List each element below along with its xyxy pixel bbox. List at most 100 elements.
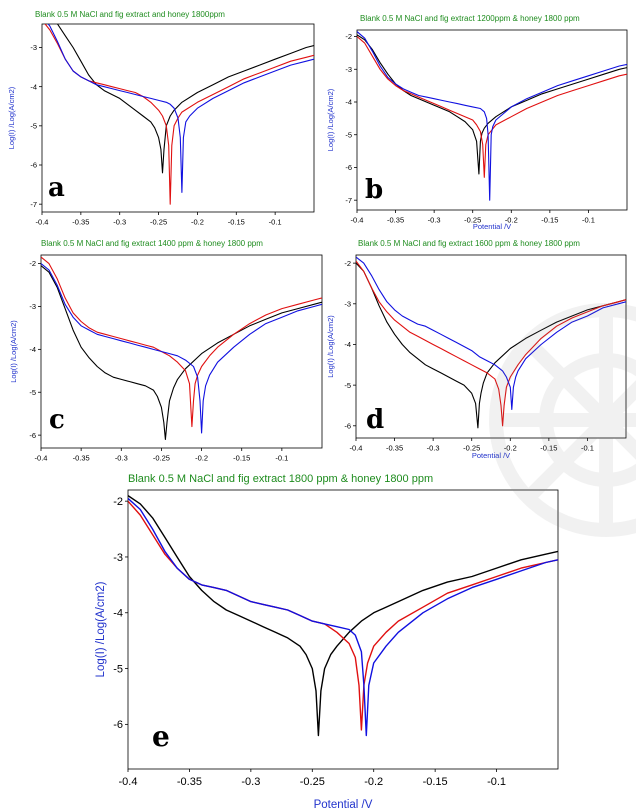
panel-title: Blank 0.5 M NaCl and fig extract 1600 pp… xyxy=(358,239,580,248)
series-black-curve xyxy=(357,34,627,175)
y-tick-label: -6 xyxy=(29,431,36,440)
series-red-curve xyxy=(356,260,626,427)
y-tick-label: -2 xyxy=(344,259,351,268)
y-tick-label: -3 xyxy=(345,65,352,74)
x-tick-label: -0.4 xyxy=(119,776,138,788)
x-axis-label: Potential /V xyxy=(472,451,510,460)
y-tick-label: -5 xyxy=(345,130,352,139)
x-tick-label: -0.15 xyxy=(233,454,250,463)
x-tick-label: -0.3 xyxy=(115,454,128,463)
x-tick-label: -0.35 xyxy=(177,776,202,788)
plot-frame xyxy=(127,489,559,770)
series-red-curve xyxy=(128,500,558,731)
plot-frame xyxy=(41,23,315,213)
series-black-curve xyxy=(41,265,322,440)
y-tick-label: -2 xyxy=(113,496,123,508)
x-tick-label: -0.25 xyxy=(300,776,325,788)
series-black-curve xyxy=(356,262,626,429)
y-tick-label: -6 xyxy=(344,421,351,430)
plot-frame xyxy=(356,29,628,211)
x-tick-label: -0.2 xyxy=(505,216,518,225)
x-tick-label: -0.3 xyxy=(241,776,260,788)
x-tick-label: -0.3 xyxy=(427,444,440,453)
x-tick-label: -0.1 xyxy=(269,218,282,227)
y-tick-label: -7 xyxy=(345,196,352,205)
x-tick-label: -0.1 xyxy=(275,454,288,463)
series-black-curve xyxy=(56,24,314,174)
x-tick-label: -0.3 xyxy=(428,216,441,225)
y-tick-label: -5 xyxy=(344,381,351,390)
x-tick-label: -0.1 xyxy=(487,776,506,788)
series-blue-curve xyxy=(41,263,322,434)
x-tick-label: -0.35 xyxy=(72,218,89,227)
series-red-curve xyxy=(41,256,322,428)
x-tick-label: -0.4 xyxy=(351,216,364,225)
series-red-curve xyxy=(44,24,314,205)
y-axis-label: Log(I) /Log(A/cm2) xyxy=(7,86,16,149)
x-tick-label: -0.15 xyxy=(540,444,557,453)
panel-b: Blank 0.5 M NaCl and fig extract 1200ppm… xyxy=(326,14,628,231)
x-tick-label: -0.1 xyxy=(582,216,595,225)
y-tick-label: -3 xyxy=(113,552,123,564)
y-tick-label: -4 xyxy=(113,608,123,620)
series-blue-curve xyxy=(128,497,558,737)
x-tick-label: -0.35 xyxy=(387,216,404,225)
x-tick-label: -0.25 xyxy=(153,454,170,463)
y-tick-label: -2 xyxy=(29,259,36,268)
y-tick-label: -3 xyxy=(344,299,351,308)
y-tick-label: -3 xyxy=(29,302,36,311)
y-tick-label: -5 xyxy=(30,121,37,130)
panel-title: Blank 0.5 M NaCl and fig extract and hon… xyxy=(35,10,225,19)
y-tick-label: -4 xyxy=(345,98,352,107)
x-tick-label: -0.2 xyxy=(504,444,517,453)
y-axis-label: Log(I) /Log(A/cm2) xyxy=(95,581,107,677)
y-tick-label: -6 xyxy=(345,163,352,172)
series-blue-curve xyxy=(356,256,626,411)
y-axis-label: Log(I) /Log(A/cm2) xyxy=(9,320,18,383)
y-tick-label: -5 xyxy=(113,663,123,675)
y-tick-label: -4 xyxy=(29,345,36,354)
y-axis-label: Log(I) /Log(A/cm2) xyxy=(326,88,335,151)
y-tick-label: -4 xyxy=(30,82,37,91)
x-tick-label: -0.15 xyxy=(423,776,448,788)
panel-title: Blank 0.5 M NaCl and fig extract 1200ppm… xyxy=(360,14,580,23)
series-black-curve xyxy=(128,495,558,737)
y-tick-label: -7 xyxy=(30,200,37,209)
panel-c: Blank 0.5 M NaCl and fig extract 1400 pp… xyxy=(9,239,323,463)
x-tick-label: -0.2 xyxy=(191,218,204,227)
panel-title: Blank 0.5 M NaCl and fig extract 1400 pp… xyxy=(41,239,263,248)
series-red-curve xyxy=(357,36,627,178)
x-tick-label: -0.25 xyxy=(150,218,167,227)
x-tick-label: -0.25 xyxy=(464,216,481,225)
panel-letter: a xyxy=(48,173,65,203)
series-blue-curve xyxy=(47,24,314,193)
panel-a: Blank 0.5 M NaCl and fig extract and hon… xyxy=(7,10,315,227)
y-tick-label: -3 xyxy=(30,43,37,52)
x-tick-label: -0.35 xyxy=(73,454,90,463)
panel-d: Blank 0.5 M NaCl and fig extract 1600 pp… xyxy=(326,239,627,460)
x-tick-label: -0.1 xyxy=(581,444,594,453)
panel-letter: d xyxy=(366,405,384,435)
x-tick-label: -0.2 xyxy=(195,454,208,463)
panel-letter: e xyxy=(152,720,170,753)
y-axis-label: Log(I) /Log(A/cm2) xyxy=(326,315,335,378)
plot-frame xyxy=(355,254,627,439)
x-tick-label: -0.3 xyxy=(113,218,126,227)
panel-letter: c xyxy=(49,405,65,435)
x-tick-label: -0.25 xyxy=(463,444,480,453)
x-tick-label: -0.15 xyxy=(541,216,558,225)
x-tick-label: -0.15 xyxy=(228,218,245,227)
y-tick-label: -6 xyxy=(30,161,37,170)
series-blue-curve xyxy=(357,31,627,201)
y-tick-label: -6 xyxy=(113,719,123,731)
panel-e: Blank 0.5 M NaCl and fig extract 1800 pp… xyxy=(95,473,559,810)
x-tick-label: -0.35 xyxy=(386,444,403,453)
y-tick-label: -5 xyxy=(29,388,36,397)
x-axis-label: Potential /V xyxy=(473,222,511,231)
x-tick-label: -0.4 xyxy=(35,454,48,463)
plot-frame xyxy=(40,254,323,449)
x-tick-label: -0.2 xyxy=(364,776,383,788)
x-tick-label: -0.4 xyxy=(36,218,49,227)
x-tick-label: -0.4 xyxy=(350,444,363,453)
